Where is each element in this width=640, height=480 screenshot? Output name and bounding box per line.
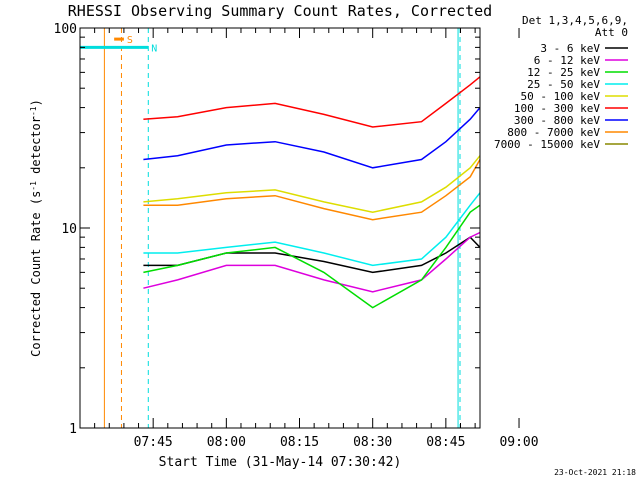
chart-title: RHESSI Observing Summary Count Rates, Co… bbox=[68, 2, 492, 20]
legend-entry-label: 300 - 800 keV bbox=[514, 114, 600, 127]
x-tick-label: 08:00 bbox=[207, 435, 246, 450]
y-axis-label: Corrected Count Rate (s-1 detector-1) bbox=[29, 99, 44, 357]
y-tick-label: 100 bbox=[54, 22, 77, 37]
footer-date-stamp: 23-Oct-2021 21:18 bbox=[554, 468, 636, 477]
x-axis-label: Start Time (31-May-14 07:30:42) bbox=[159, 455, 402, 470]
series-line bbox=[143, 107, 481, 169]
series-line bbox=[143, 236, 481, 274]
legend-entry-label: 6 - 12 keV bbox=[534, 54, 601, 67]
legend-entry-label: 100 - 300 keV bbox=[514, 102, 600, 115]
legend-entry-label: 12 - 25 keV bbox=[527, 66, 600, 79]
series-line bbox=[143, 204, 481, 309]
series-line bbox=[143, 159, 481, 221]
series-line bbox=[143, 76, 481, 128]
x-tick-label: 07:45 bbox=[134, 435, 173, 450]
legend-entry-label: 50 - 100 keV bbox=[521, 90, 601, 103]
y-tick-label: 1 bbox=[69, 422, 77, 437]
markers-layer: NS bbox=[80, 28, 461, 428]
attenuator-state-label: N bbox=[151, 43, 157, 54]
legend-header-line-2: Att 0 bbox=[595, 26, 628, 39]
axes-layer: 1 10 100 07:45 08:00 08:15 08:30 08:45 09:00 bbox=[54, 22, 539, 450]
legend-entry-label: 800 - 7000 keV bbox=[507, 126, 600, 139]
x-tick-label: 08:45 bbox=[426, 435, 465, 450]
legend-entry-label: 7000 - 15000 keV bbox=[494, 138, 600, 151]
x-tick-label: 09:00 bbox=[499, 435, 538, 450]
legend-header-line-1: Det 1,3,4,5,6,9, bbox=[522, 14, 628, 27]
series-line bbox=[143, 155, 481, 213]
series-line bbox=[143, 231, 481, 293]
plot-frame bbox=[79, 27, 481, 429]
y-tick-label: 10 bbox=[61, 222, 77, 237]
series-line bbox=[143, 192, 481, 267]
attenuator-state-label: S bbox=[127, 35, 133, 46]
legend-entry-label: 3 - 6 keV bbox=[540, 42, 600, 55]
legend-entry-label: 25 - 50 keV bbox=[527, 78, 600, 91]
x-tick-label: 08:30 bbox=[353, 435, 392, 450]
series-layer bbox=[143, 76, 481, 309]
x-tick-label: 08:15 bbox=[280, 435, 319, 450]
